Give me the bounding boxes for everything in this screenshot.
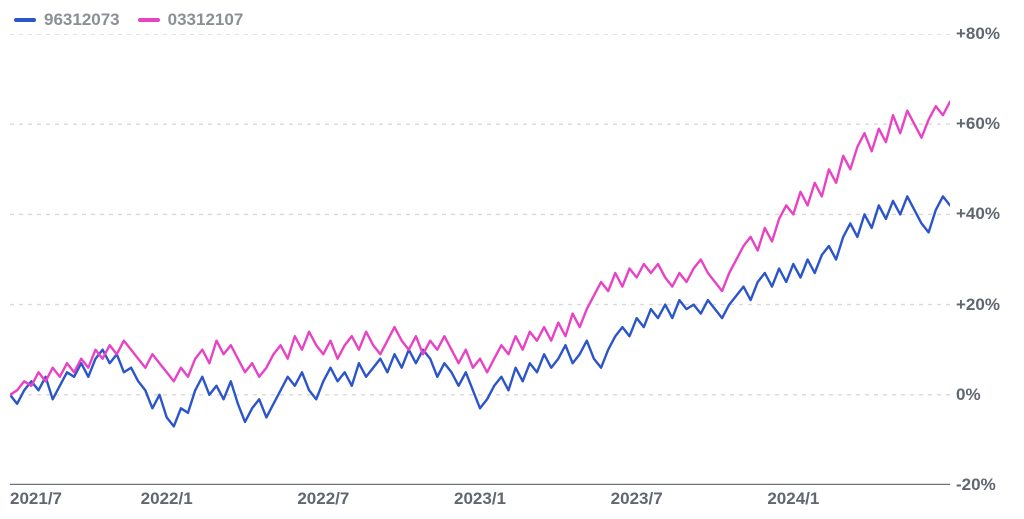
y-tick-label: +80% (956, 24, 1000, 44)
y-tick-label: 0% (956, 385, 981, 405)
legend-item-series-1[interactable]: 96312073 (14, 10, 120, 30)
legend-label-2: 03312107 (168, 10, 244, 30)
y-tick-label: +20% (956, 295, 1000, 315)
chart-svg (10, 34, 950, 485)
legend-swatch-2 (138, 18, 160, 22)
legend-label-1: 96312073 (44, 10, 120, 30)
y-axis: -20%0%+20%+40%+60%+80% (950, 34, 1014, 485)
y-tick-label: +60% (956, 114, 1000, 134)
performance-chart: 96312073 03312107 -20% 0% +20% +40% +60% +80%… (0, 0, 1024, 519)
x-tick-label: 2023/7 (611, 489, 663, 509)
x-axis: 2021/7 2022/1 2022/7 2023/1 2023/7 2024/1 (10, 485, 950, 511)
plot-area (10, 34, 950, 485)
x-tick-label: 2024/1 (767, 489, 819, 509)
y-tick-label: +40% (956, 204, 1000, 224)
legend-swatch-1 (14, 18, 36, 22)
x-tick-label: 2021/7 (10, 489, 62, 509)
x-tick-label: 2023/1 (454, 489, 506, 509)
plot-row: -20%0%+20%+40%+60%+80% (10, 34, 1014, 485)
x-tick-label: 2022/7 (297, 489, 349, 509)
legend-item-series-2[interactable]: 03312107 (138, 10, 244, 30)
y-tick-label: -20% (956, 475, 996, 495)
x-tick-label: 2022/1 (141, 489, 193, 509)
chart-legend: 96312073 03312107 (10, 6, 1014, 34)
